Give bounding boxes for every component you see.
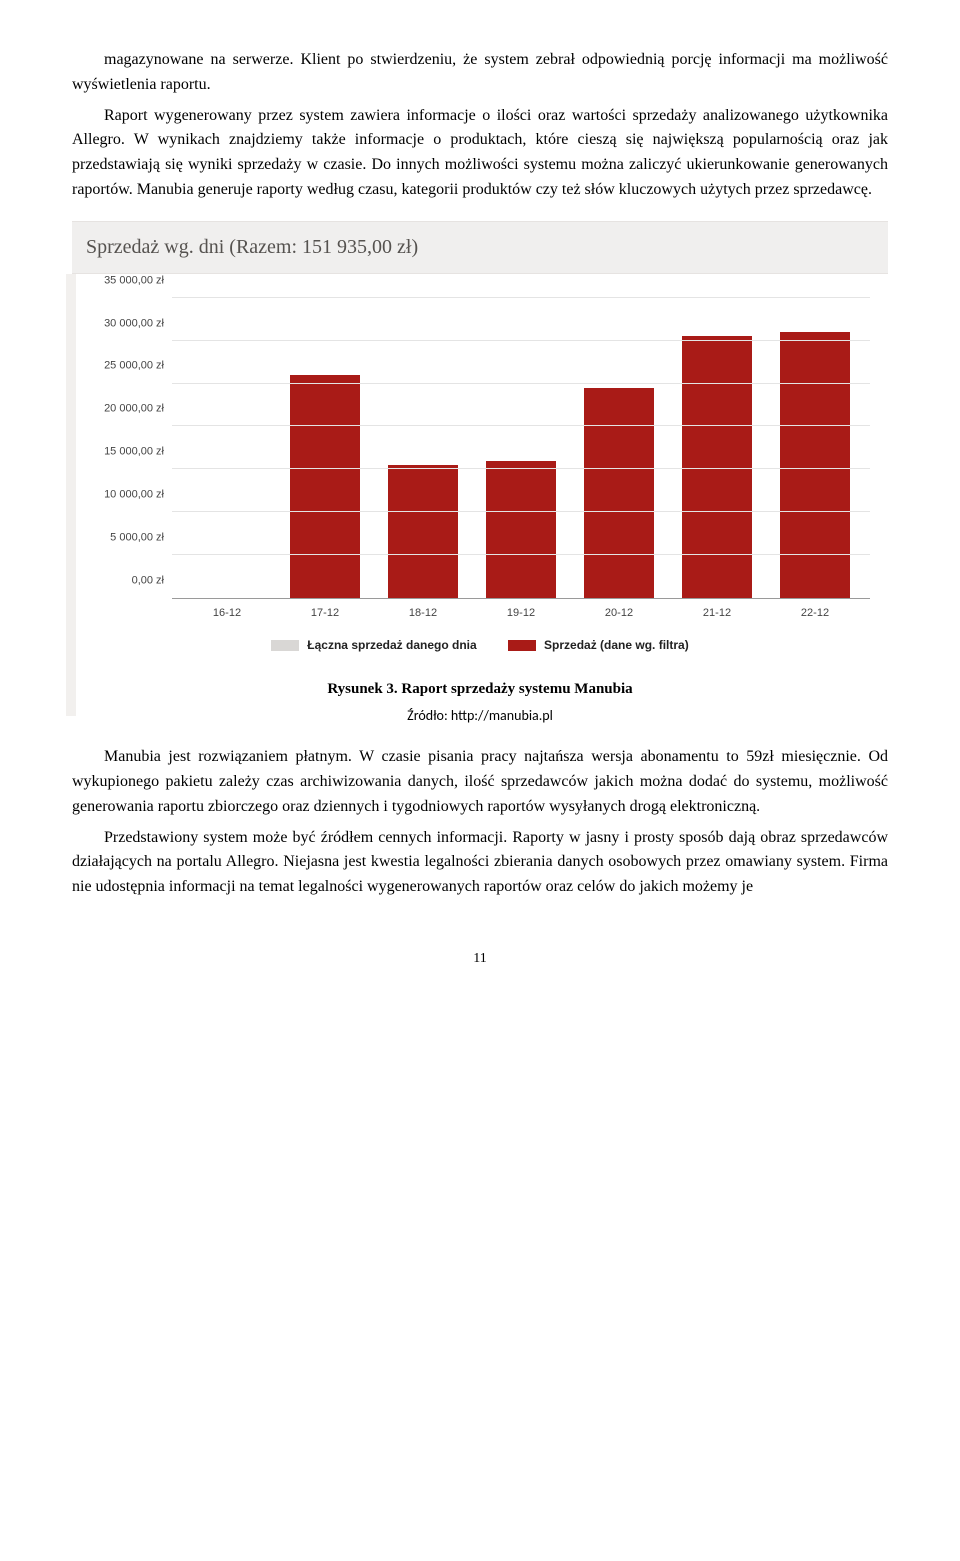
chart-bar: [486, 461, 557, 598]
chart-y-tick-label: 15 000,00 zł: [104, 444, 172, 461]
chart-x-tick-label: 17-12: [276, 605, 374, 622]
legend-swatch: [508, 640, 536, 651]
chart-bar: [388, 465, 459, 598]
chart-gridline: [172, 554, 870, 555]
chart-area: 0,00 zł 5 000,00 zł 10 000,00 zł 15 000,00 …: [72, 274, 888, 664]
chart-gridline: [172, 468, 870, 469]
chart-left-gutter: [66, 274, 76, 716]
chart-bar-slot: [178, 298, 276, 598]
chart-plot: 0,00 zł5 000,00 zł10 000,00 zł15 000,00 …: [172, 298, 870, 599]
chart-bar: [780, 332, 851, 598]
legend-item-total: Łączna sprzedaż danego dnia: [271, 636, 476, 655]
chart-bar: [682, 336, 753, 597]
chart-title-bar: Sprzedaż wg. dni (Razem: 151 935,00 zł): [72, 221, 888, 274]
chart-y-tick-label: 10 000,00 zł: [104, 487, 172, 504]
chart-y-tick-label: 30 000,00 zł: [104, 315, 172, 332]
chart-x-tick-label: 21-12: [668, 605, 766, 622]
chart-y-tick-label: 0,00 zł: [132, 572, 172, 589]
chart-bar-slot: [570, 298, 668, 598]
figure-sales-chart: Sprzedaż wg. dni (Razem: 151 935,00 zł) …: [72, 221, 888, 727]
chart-x-tick-label: 22-12: [766, 605, 864, 622]
chart-x-tick-label: 16-12: [178, 605, 276, 622]
chart-gridline: [172, 340, 870, 341]
page-number: 11: [72, 948, 888, 970]
legend-swatch: [271, 640, 299, 651]
chart-gridline: [172, 511, 870, 512]
chart-bar: [290, 375, 361, 598]
chart-title-value: 151 935,00 zł: [302, 236, 411, 258]
legend-item-filtered: Sprzedaż (dane wg. filtra): [508, 636, 689, 655]
body-paragraph: Przedstawiony system może być źródłem ce…: [72, 826, 888, 900]
chart-bar-slot: [766, 298, 864, 598]
chart-bar-slot: [276, 298, 374, 598]
chart-x-tick-label: 18-12: [374, 605, 472, 622]
figure-source: Źródło: http://manubia.pl: [72, 705, 888, 727]
chart-x-tick-label: 19-12: [472, 605, 570, 622]
legend-label: Łączna sprzedaż danego dnia: [307, 636, 476, 655]
chart-y-tick-label: 5 000,00 zł: [110, 529, 172, 546]
chart-bar-slot: [668, 298, 766, 598]
chart-title-prefix: Sprzedaż wg. dni (Razem:: [86, 236, 302, 258]
chart-x-axis-labels: 16-1217-1218-1219-1220-1221-1222-12: [172, 599, 870, 622]
figure-caption: Rysunek 3. Raport sprzedaży systemu Manu…: [72, 678, 888, 701]
chart-bar-slot: [472, 298, 570, 598]
chart-legend: Łączna sprzedaż danego dnia Sprzedaż (da…: [80, 636, 880, 656]
body-paragraph: magazynowane na serwerze. Klient po stwi…: [72, 48, 888, 98]
chart-y-tick-label: 20 000,00 zł: [104, 401, 172, 418]
chart-bar: [584, 388, 655, 598]
body-paragraph: Manubia jest rozwiązaniem płatnym. W cza…: [72, 745, 888, 819]
chart-y-tick-label: 35 000,00 zł: [104, 272, 172, 289]
chart-x-tick-label: 20-12: [570, 605, 668, 622]
chart-title-suffix: ): [411, 236, 418, 258]
legend-label: Sprzedaż (dane wg. filtra): [544, 636, 689, 655]
chart-bar-slot: [374, 298, 472, 598]
body-paragraph: Raport wygenerowany przez system zawiera…: [72, 104, 888, 203]
chart-gridline: [172, 425, 870, 426]
chart-bars-container: [172, 298, 870, 598]
chart-gridline: [172, 297, 870, 298]
chart-y-tick-label: 25 000,00 zł: [104, 358, 172, 375]
chart-gridline: [172, 383, 870, 384]
